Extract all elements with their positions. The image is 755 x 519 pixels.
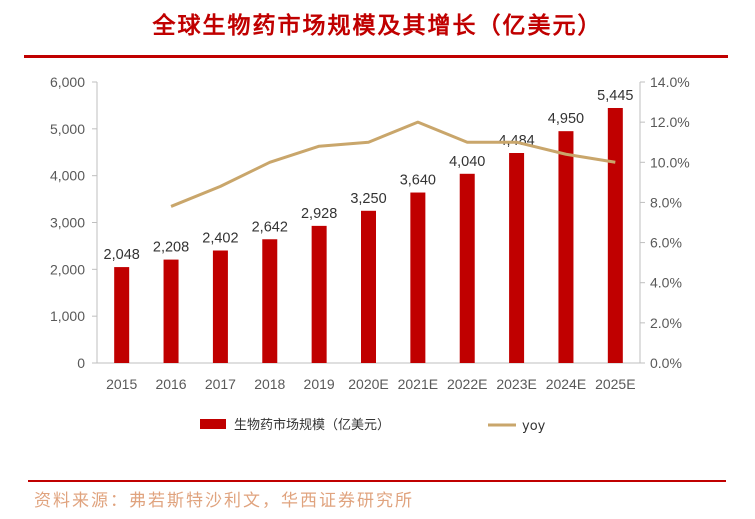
- chart-canvas: 0 1,000 2,000 3,000 4,000 5,000 6,000 0.0% 2.0% 4…: [50, 74, 690, 434]
- legend-label-yoy: yoy: [522, 419, 546, 434]
- bar: [262, 239, 278, 363]
- bar: [361, 210, 376, 363]
- bar: [311, 225, 327, 363]
- bar-value-label: 2,048: [104, 247, 140, 263]
- x-tick-label: 2018: [254, 376, 285, 392]
- title-divider: [24, 55, 728, 58]
- x-tick-label: 2017: [205, 376, 236, 392]
- bar: [114, 267, 130, 363]
- right-tick-label: 8.0%: [650, 194, 682, 210]
- right-tick-label: 12.0%: [650, 114, 690, 130]
- x-tick-label: 2024E: [546, 376, 586, 392]
- x-tick-label: 2016: [155, 376, 186, 392]
- right-tick-label: 14.0%: [650, 74, 690, 90]
- x-tick-label: 2022E: [447, 376, 487, 392]
- footer-divider: [28, 480, 726, 482]
- right-tick-label: 2.0%: [650, 315, 682, 331]
- x-tick-label: 2015: [106, 376, 137, 392]
- x-tick-label: 2020E: [348, 376, 388, 392]
- bar-value-label: 2,208: [153, 240, 189, 256]
- x-tick-label: 2023E: [496, 376, 536, 392]
- bar-value-label: 4,040: [449, 154, 485, 170]
- right-tick-label: 0.0%: [650, 355, 682, 371]
- right-tick-label: 4.0%: [650, 275, 682, 291]
- x-tick-label: 2021E: [398, 376, 438, 392]
- bar: [163, 259, 179, 363]
- right-tick-label: 10.0%: [650, 154, 690, 170]
- x-tick-label: 2019: [304, 376, 335, 392]
- bar-value-label: 2,928: [301, 206, 337, 222]
- bar-value-label: 2,642: [252, 219, 288, 235]
- bar: [607, 107, 623, 364]
- bar-value-label: 4,950: [548, 111, 584, 127]
- left-tick-label: 2,000: [50, 261, 85, 277]
- bar: [410, 192, 426, 363]
- bar: [558, 131, 574, 363]
- bar: [459, 173, 475, 363]
- chart-title: 全球生物药市场规模及其增长（亿美元）: [152, 12, 603, 39]
- x-tick-label: 2025E: [595, 376, 635, 392]
- legend-label-bar: 生物药市场规模（亿美元）: [234, 417, 390, 433]
- left-tick-label: 0: [77, 355, 85, 371]
- bar: [212, 250, 228, 363]
- right-tick-label: 6.0%: [650, 235, 682, 251]
- bar-value-label: 5,445: [597, 88, 633, 104]
- yoy-line: [170, 120, 616, 208]
- legend-swatch-bar: [200, 419, 226, 429]
- left-tick-label: 5,000: [50, 121, 85, 137]
- left-tick-label: 4,000: [50, 168, 85, 184]
- bar-value-label: 3,250: [350, 191, 386, 207]
- left-tick-label: 3,000: [50, 215, 85, 231]
- bar: [509, 152, 525, 363]
- bar-value-label: 3,640: [400, 173, 436, 189]
- bar-value-label: 2,402: [202, 231, 238, 247]
- left-tick-label: 6,000: [50, 74, 85, 90]
- source-note: 资料来源：弗若斯特沙利文，华西证券研究所: [34, 491, 414, 511]
- left-tick-label: 1,000: [50, 308, 85, 324]
